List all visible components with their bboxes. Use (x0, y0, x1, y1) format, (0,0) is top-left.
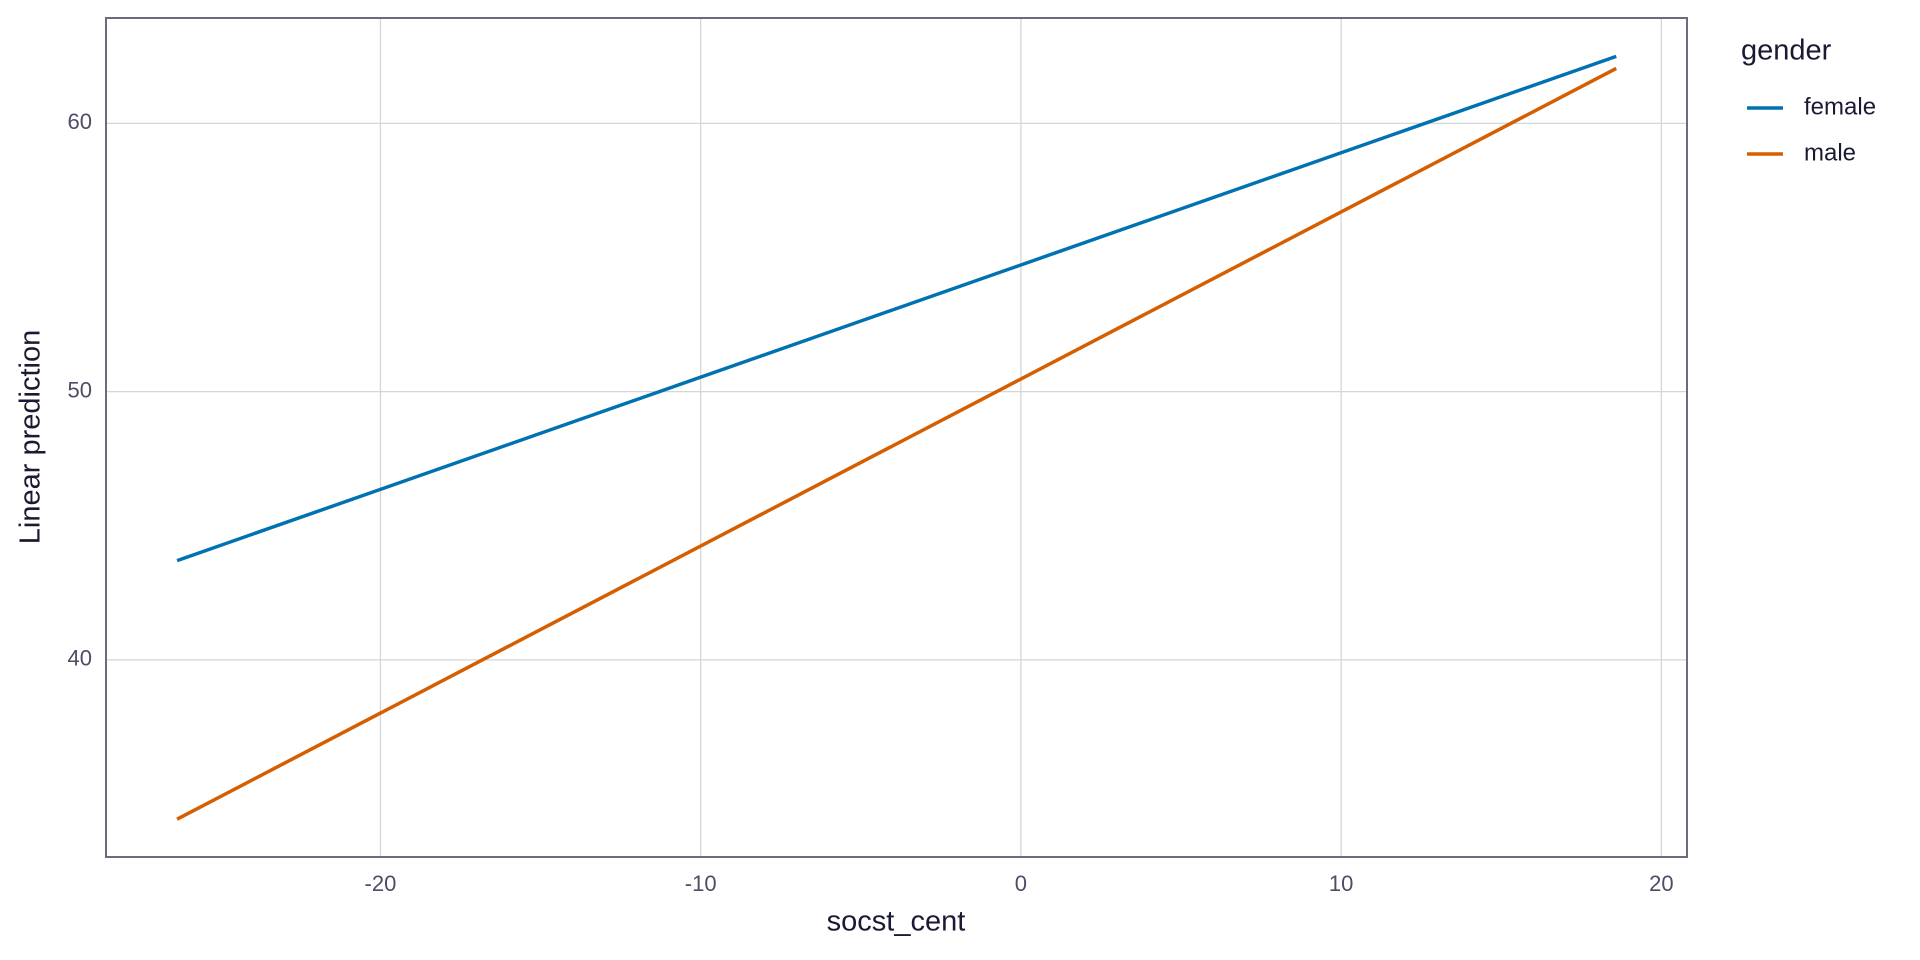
y-axis-label: Linear prediction (15, 330, 47, 544)
series-line (176, 54, 1617, 563)
plot-frame (105, 17, 1688, 858)
x-tick-label: 20 (1649, 871, 1673, 896)
series-line (176, 66, 1618, 821)
y-tick-label: 40 (68, 646, 92, 671)
y-tick-label: 60 (68, 109, 92, 134)
legend-title: gender (1741, 35, 1832, 67)
x-tick-label: -20 (365, 871, 397, 896)
legend-label: female (1804, 93, 1876, 120)
x-tick-label: 10 (1329, 871, 1353, 896)
x-axis-label: socst_cent (827, 906, 966, 938)
x-tick-label: -10 (685, 871, 717, 896)
legend-label: male (1804, 139, 1856, 166)
x-tick-label: 0 (1015, 871, 1027, 896)
y-tick-label: 50 (68, 377, 92, 402)
